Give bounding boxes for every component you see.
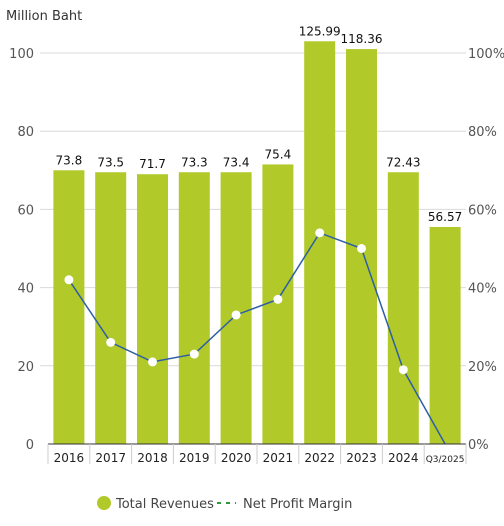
bar [220,172,252,444]
bar [262,164,294,444]
bar-value-label: 56.57 [428,210,462,224]
bar-value-label: 75.4 [265,147,292,161]
x-tick-label: 2022 [304,451,335,465]
y2-tick-label: 80% [468,125,497,140]
y2-tick-label: 100% [468,47,504,62]
margin-point [315,228,325,238]
bar [53,170,85,445]
legend-label-revenues: Total Revenues [115,497,214,512]
y2-tick-label: 20% [468,360,497,375]
margin-point [398,365,408,375]
margin-line [64,228,446,445]
x-tick-label: 2016 [54,451,85,465]
bar-value-label: 73.3 [181,155,208,169]
bar [178,172,210,444]
margin-point [64,275,74,285]
margin-line-path [68,231,446,445]
bar-value-label: 73.8 [56,153,83,167]
bar [304,41,336,445]
x-tick-label: Q3/2025 [426,455,465,465]
bar [387,172,419,444]
y2-tick-label: 40% [468,282,497,297]
legend-swatch-revenues [97,496,111,510]
margin-point [273,294,283,304]
margin-point [189,349,199,359]
bar [137,174,168,444]
y-tick-label: 80 [17,125,34,140]
bar-value-label: 72.43 [386,155,420,169]
x-tick-label: 2018 [137,451,168,465]
margin-point [357,244,366,253]
bar-value-label: 73.4 [223,155,250,169]
margin-point [106,337,116,347]
x-tick-label: 2017 [95,451,126,465]
y2-tick-label: 60% [468,203,497,218]
margin-point [231,310,241,320]
bar-value-label: 125.99 [299,24,341,38]
bar [95,172,127,444]
bar-value-label: 73.5 [97,155,124,169]
y-tick-label: 40 [17,282,34,297]
x-tick-label: 2024 [388,451,419,465]
legend: Total Revenues Net Profit Margin [97,496,352,512]
y-tick-label: 20 [17,360,34,375]
bars [53,41,461,445]
axes: 0 0% 20 20% 40 40% 60 60% 80 80% 100 100% 2016 2017 20… [9,47,504,465]
bar-value-label: 118.36 [341,32,383,46]
margin-point [148,357,157,367]
y-tick-label: 60 [17,203,34,218]
legend-label-margin: Net Profit Margin [243,497,352,512]
x-tick-label: 2021 [263,451,294,465]
bar-value-label: 71.7 [139,157,166,171]
y-axis-label: Million Baht [6,9,82,24]
x-tick-label: 2019 [179,451,210,465]
x-tick-label: 2020 [221,451,252,465]
y2-tick-label: 0% [468,438,489,453]
bar [429,226,461,444]
y-tick-label: 0 [26,438,34,453]
x-tick-label: 2023 [346,451,377,465]
y-tick-label: 100 [9,47,34,62]
